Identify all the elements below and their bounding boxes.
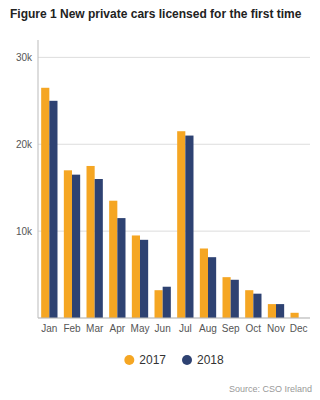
y-tick-label: 20k bbox=[16, 139, 33, 150]
bar bbox=[117, 218, 125, 318]
x-tick-label: Apr bbox=[110, 323, 126, 334]
bar bbox=[41, 88, 49, 318]
bar bbox=[253, 294, 261, 318]
bar bbox=[155, 290, 163, 318]
source-note: Source: CSO Ireland bbox=[229, 384, 312, 394]
series bbox=[49, 101, 284, 318]
bar bbox=[163, 287, 171, 318]
x-tick-label: Sep bbox=[222, 323, 240, 334]
bar bbox=[49, 101, 57, 318]
bar bbox=[95, 179, 103, 318]
legend-swatch bbox=[182, 355, 192, 365]
y-axis-line bbox=[38, 40, 39, 318]
bar bbox=[291, 313, 299, 318]
y-tick-label: 10k bbox=[16, 226, 33, 237]
legend-label: 2017 bbox=[139, 353, 166, 367]
bar bbox=[185, 136, 193, 318]
bar bbox=[276, 304, 284, 318]
x-tick-label: Nov bbox=[267, 323, 285, 334]
bar bbox=[200, 249, 208, 319]
bar bbox=[231, 280, 239, 318]
bar bbox=[223, 277, 231, 318]
bar bbox=[208, 257, 216, 318]
grid-line bbox=[38, 318, 310, 319]
legend-swatch bbox=[124, 355, 134, 365]
bar bbox=[177, 131, 185, 318]
bar bbox=[140, 240, 148, 318]
title-line: Figure 1 New private cars licensed for t… bbox=[10, 7, 302, 21]
chart: Figure 1 New private cars licensed for t… bbox=[0, 0, 320, 400]
title: Figure 1 New private cars licensed for t… bbox=[10, 7, 302, 21]
x-axis-line bbox=[38, 318, 310, 319]
bar bbox=[72, 175, 80, 318]
grid-line bbox=[38, 57, 310, 58]
x-ticks: Jan Feb Mar Apr May Jun Jul Aug Sep Oct Nov Dec bbox=[41, 323, 307, 334]
x-tick-label: Jun bbox=[155, 323, 171, 334]
bar bbox=[109, 201, 117, 318]
bar bbox=[268, 304, 276, 318]
bar bbox=[64, 170, 72, 318]
x-tick-label: Mar bbox=[86, 323, 104, 334]
grid bbox=[38, 57, 310, 318]
x-tick-label: Dec bbox=[290, 323, 308, 334]
bar bbox=[132, 235, 140, 318]
y-ticks: 10k 20k 30k bbox=[16, 52, 33, 237]
x-tick-label: Jul bbox=[179, 323, 192, 334]
background bbox=[0, 0, 320, 400]
bars bbox=[41, 88, 298, 318]
y-tick-label: 30k bbox=[16, 52, 33, 63]
bar bbox=[87, 166, 95, 318]
x-tick-label: Feb bbox=[63, 323, 81, 334]
x-tick-label: Jan bbox=[41, 323, 57, 334]
legend: 2017 2018 bbox=[124, 353, 224, 367]
x-tick-label: May bbox=[131, 323, 150, 334]
x-tick-label: Oct bbox=[246, 323, 262, 334]
legend-item: 2018 bbox=[182, 353, 224, 367]
grid-line bbox=[38, 144, 310, 145]
x-tick-label: Aug bbox=[199, 323, 217, 334]
legend-item: 2017 bbox=[124, 353, 166, 367]
bar bbox=[245, 290, 253, 318]
series bbox=[41, 88, 298, 318]
legend-label: 2018 bbox=[197, 353, 224, 367]
